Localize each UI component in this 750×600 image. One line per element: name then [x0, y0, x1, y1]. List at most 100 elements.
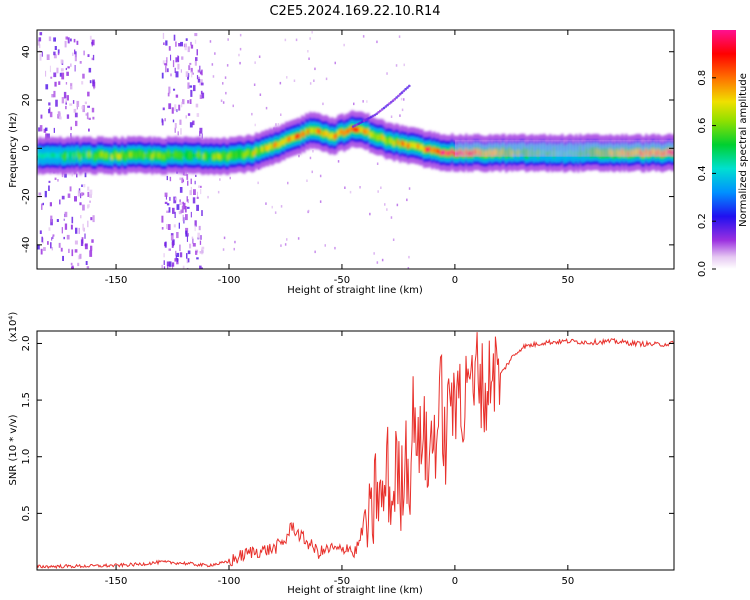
- noise-speckle: [168, 207, 171, 213]
- noise-speckle: [48, 185, 50, 191]
- noise-speckle: [184, 206, 187, 213]
- noise-speckle: [84, 101, 87, 105]
- ridge-cell: [341, 129, 344, 135]
- noise-speckle: [164, 241, 167, 248]
- noise-speckle: [67, 37, 70, 44]
- noise-speckle: [295, 38, 298, 42]
- noise-speckle: [184, 43, 187, 51]
- noise-speckle: [314, 250, 316, 254]
- ridge-cell: [269, 143, 272, 149]
- ridge-cell: [323, 131, 326, 137]
- noise-speckle: [43, 128, 47, 133]
- noise-speckle: [195, 57, 198, 61]
- noise-speckle: [64, 223, 68, 230]
- noise-speckle: [196, 49, 198, 56]
- ridge-cell: [359, 126, 362, 133]
- noise-speckle: [334, 246, 336, 250]
- noise-speckle: [87, 186, 90, 191]
- ridge-halo: [640, 139, 644, 157]
- noise-speckle: [171, 107, 174, 114]
- noise-speckle: [197, 232, 200, 239]
- noise-speckle: [45, 70, 47, 77]
- noise-speckle: [58, 242, 61, 248]
- noise-speckle: [67, 193, 71, 198]
- noise-speckle: [59, 199, 61, 205]
- y-tick-label: 40: [21, 45, 32, 58]
- ridge-cell: [307, 129, 310, 135]
- noise-speckle: [280, 244, 282, 247]
- noise-speckle: [187, 46, 190, 53]
- snr-y-ticks: 0.5 1.0 1.5 2.0: [21, 336, 674, 521]
- ridge-cell: [185, 151, 188, 157]
- noise-speckle: [222, 248, 225, 251]
- noise-speckle: [227, 38, 229, 41]
- ridge-cell: [59, 151, 62, 158]
- ridge-halo: [472, 139, 476, 157]
- ridge-cell: [331, 132, 334, 138]
- noise-speckle: [319, 200, 322, 203]
- noise-speckle: [277, 123, 280, 126]
- noise-speckle: [176, 252, 180, 257]
- noise-speckle: [93, 86, 95, 90]
- noise-speckle: [401, 108, 404, 112]
- secondary-ridge-cell: [393, 97, 397, 101]
- ridge-cell: [303, 131, 306, 138]
- noise-speckle: [182, 265, 185, 269]
- ridge-cell: [183, 152, 186, 158]
- ridge-cell: [257, 149, 260, 155]
- noise-speckle: [54, 81, 57, 87]
- y-tick-label: 0: [21, 145, 32, 151]
- ridge-cell: [251, 151, 254, 157]
- noise-speckle: [65, 36, 68, 40]
- noise-speckle: [89, 250, 93, 257]
- ridge-cell: [193, 153, 196, 159]
- noise-speckle: [87, 204, 89, 209]
- noise-speckle: [50, 242, 52, 249]
- noise-speckle: [71, 249, 74, 257]
- ridge-cell: [127, 151, 130, 157]
- noise-speckle: [265, 202, 267, 205]
- ridge-halo: [487, 139, 491, 157]
- noise-speckle: [54, 46, 57, 50]
- noise-speckle: [168, 261, 172, 267]
- noise-speckle: [91, 239, 94, 243]
- noise-speckle: [376, 162, 379, 165]
- ridge-cell: [403, 141, 406, 148]
- ridge-cell: [237, 151, 240, 157]
- noise-speckle: [314, 67, 316, 71]
- noise-speckle: [195, 103, 199, 108]
- ridge-cell: [433, 147, 436, 153]
- noise-speckle: [167, 92, 170, 97]
- noise-speckle: [251, 112, 253, 116]
- ridge-cell: [301, 130, 304, 137]
- noise-speckle: [59, 116, 62, 120]
- noise-speckle: [167, 224, 171, 230]
- noise-speckle: [297, 237, 300, 240]
- noise-speckle: [334, 61, 336, 65]
- noise-speckle: [201, 69, 203, 76]
- ridge-cell: [219, 154, 222, 160]
- noise-speckle: [199, 71, 202, 75]
- noise-speckle: [199, 265, 202, 269]
- noise-speckle: [171, 242, 174, 248]
- ridge-cell: [95, 153, 98, 160]
- ridge-cell: [427, 147, 430, 153]
- noise-speckle: [194, 33, 198, 37]
- ridge-halo: [586, 139, 590, 157]
- noise-speckle: [41, 203, 43, 210]
- noise-speckle: [224, 76, 227, 79]
- noise-speckle: [164, 118, 166, 122]
- ridge-cell: [139, 151, 142, 157]
- noise-speckle: [199, 65, 201, 73]
- noise-speckle: [58, 112, 61, 119]
- noise-speckle: [280, 205, 283, 208]
- noise-speckle: [192, 120, 195, 126]
- noise-speckle: [74, 65, 76, 72]
- noise-speckle: [61, 72, 65, 80]
- secondary-ridge-cell: [395, 96, 398, 99]
- noise-speckle: [189, 85, 193, 88]
- noise-speckle: [61, 227, 63, 234]
- noise-speckle: [164, 201, 168, 204]
- noise-speckle: [212, 75, 215, 78]
- noise-speckle: [170, 54, 172, 61]
